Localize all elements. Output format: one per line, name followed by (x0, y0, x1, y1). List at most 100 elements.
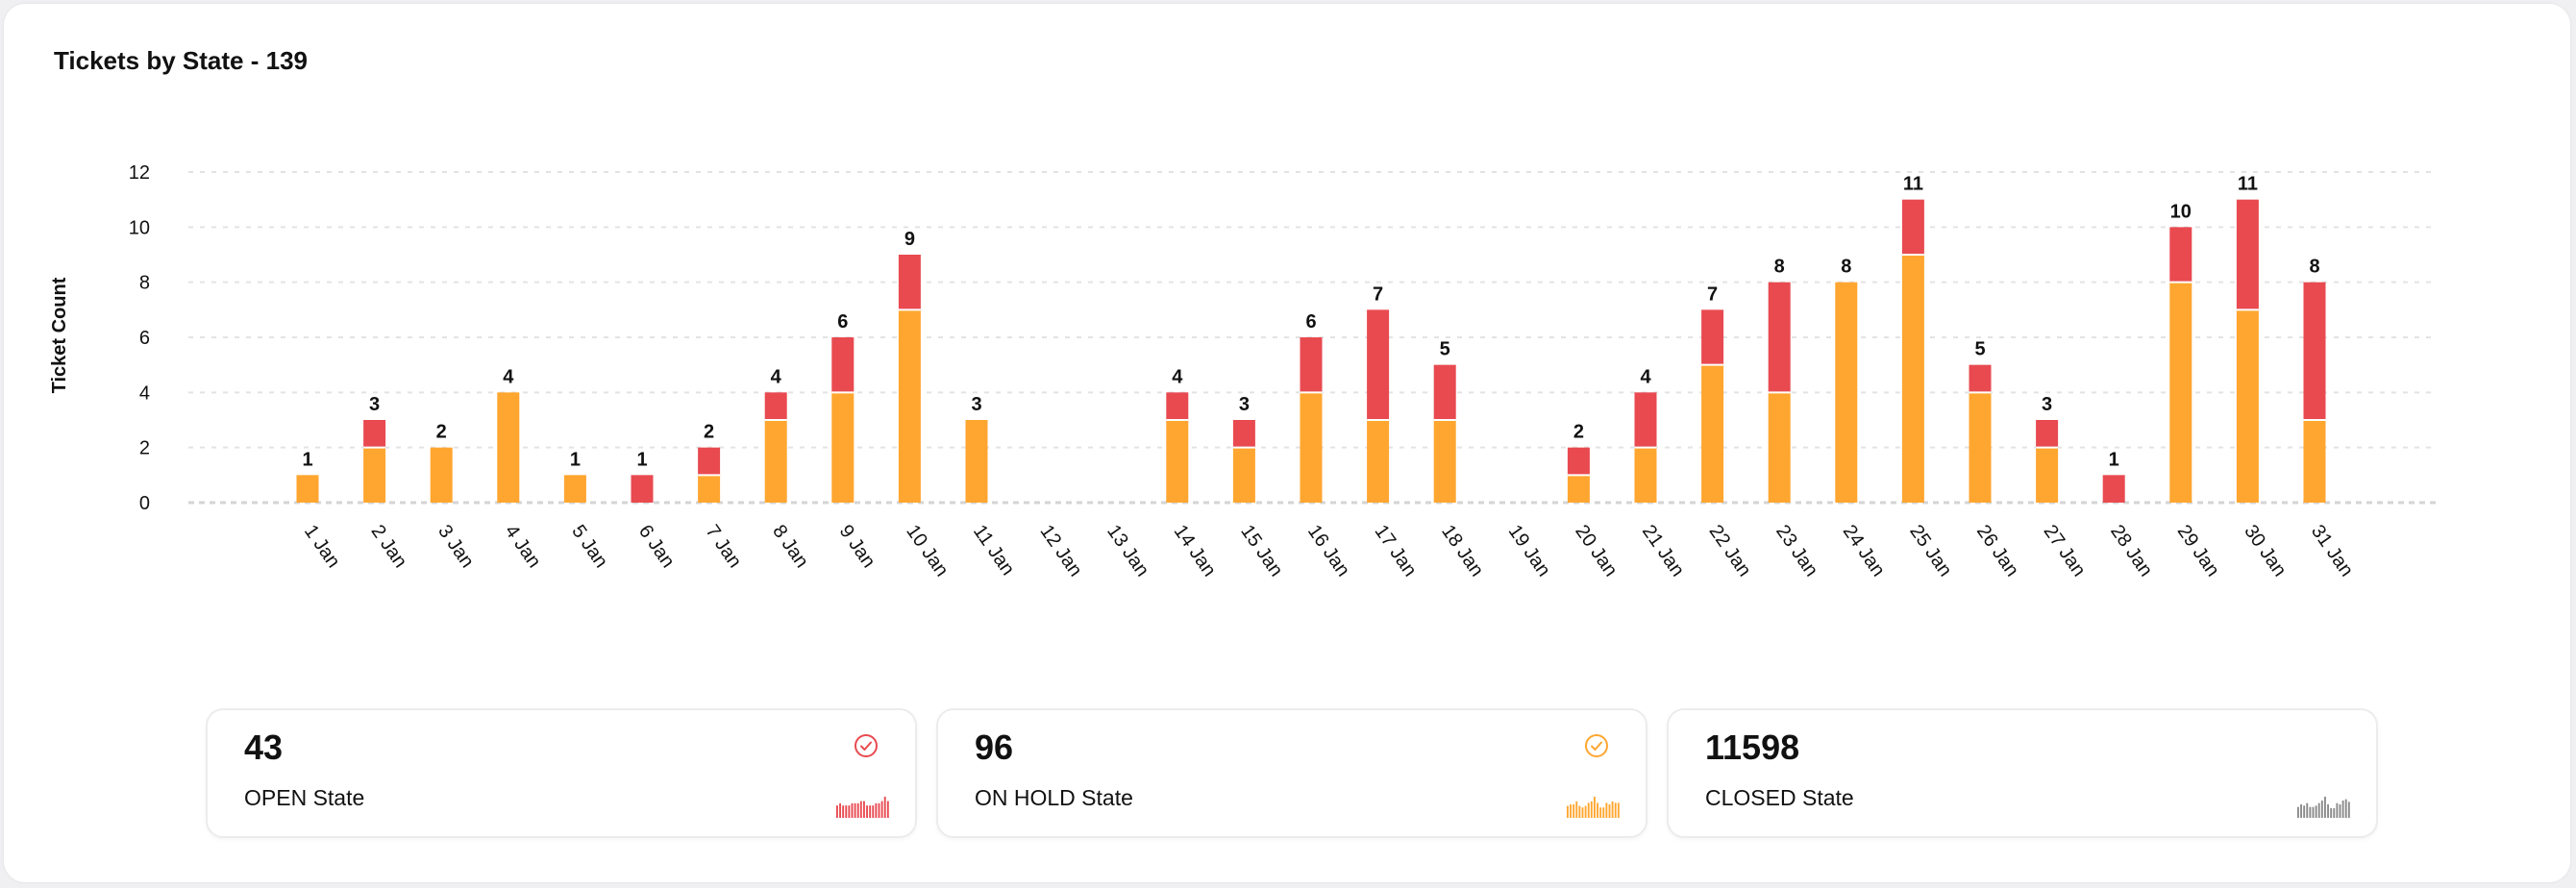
bar-segment-on-hold (1300, 392, 1323, 503)
stat-card-open[interactable]: 43 OPEN State (206, 708, 917, 838)
data-label: 7 (1373, 284, 1383, 305)
sparkline-bar (2327, 804, 2329, 818)
bar-segment-on-hold (1433, 420, 1456, 503)
sparkline-bar (1608, 804, 1611, 818)
sparkline-bar (869, 805, 872, 818)
bar-segment-on-hold (2169, 282, 2192, 503)
bar-segment-open (1166, 392, 1189, 420)
sparkline-bar (2309, 806, 2312, 818)
x-tick-label: 28 Jan (2106, 521, 2156, 580)
bar-segment-open (2303, 282, 2326, 420)
sparkline-bar (878, 802, 880, 818)
bar-segment-on-hold (1367, 420, 1390, 503)
sparkline-bar (1575, 801, 1578, 818)
sparkline-bar (2344, 799, 2347, 818)
x-tick-label: 17 Jan (1371, 521, 1421, 580)
x-tick-label: 3 Jan (433, 521, 478, 572)
x-tick-label: 12 Jan (1036, 521, 1086, 580)
bar-segment-on-hold (1835, 282, 1858, 503)
check-circle-icon (855, 734, 878, 757)
x-tick-label: 22 Jan (1705, 521, 1755, 580)
bar-segment-on-hold (1232, 447, 1255, 503)
bar-segment-open (698, 447, 721, 476)
x-tick-label: 13 Jan (1102, 521, 1152, 580)
x-tick-label: 7 Jan (702, 521, 746, 572)
sparkline-bar (2306, 802, 2309, 818)
bar-segment-open (1768, 282, 1791, 393)
bar-segment-open (898, 255, 921, 310)
bar-segment-on-hold (831, 392, 855, 503)
sparkline-bar (1602, 807, 1605, 818)
x-tick-label: 30 Jan (2240, 521, 2290, 580)
check-circle-icon (1585, 734, 1608, 757)
x-tick-label: 11 Jan (969, 521, 1019, 580)
x-tick-label: 1 Jan (300, 521, 344, 572)
stat-label: ON HOLD State (975, 785, 1133, 810)
data-label: 4 (1172, 366, 1183, 387)
data-label: 8 (1841, 257, 1851, 278)
y-tick-label: 8 (139, 273, 150, 294)
sparkline-bar (839, 802, 841, 818)
stat-card-on-hold[interactable]: 96 ON HOLD State (936, 708, 1647, 838)
sparkline-bar (2347, 802, 2350, 818)
bar-segment-on-hold (1901, 255, 1924, 503)
sparkline-bar (2303, 805, 2306, 818)
x-tick-label: 25 Jan (1905, 521, 1955, 580)
bar-segment-open (1701, 309, 1724, 365)
sparkline-bar (2339, 804, 2341, 818)
bar-segment-on-hold (1969, 392, 1992, 503)
sparkline-bar (872, 805, 875, 818)
x-tick-label: 16 Jan (1303, 521, 1353, 580)
data-label: 8 (2309, 257, 2319, 278)
x-tick-label: 23 Jan (1771, 521, 1821, 580)
data-label: 1 (636, 449, 647, 470)
bar-segment-open (2169, 227, 2192, 283)
sparkline-bar (863, 801, 865, 818)
bar-segment-open (363, 420, 386, 448)
sparkline-bar (1584, 805, 1587, 818)
sparkline-bar (1590, 801, 1593, 818)
sparkline-bar (1570, 804, 1572, 818)
sparkline-bar (2320, 801, 2323, 818)
y-tick-label: 0 (139, 493, 150, 514)
y-tick-label: 12 (129, 162, 150, 184)
data-label: 6 (837, 311, 848, 333)
x-tick-label: 2 Jan (367, 521, 411, 572)
x-tick-label: 9 Jan (835, 521, 879, 572)
sparkline-bar (2312, 806, 2315, 818)
sparkline-bar (851, 802, 854, 818)
sparkline-bar (2341, 801, 2344, 818)
x-tick-label: 10 Jan (902, 521, 952, 580)
data-label: 3 (1239, 394, 1250, 415)
sparkline-bar (836, 805, 838, 818)
bar-segment-open (1969, 364, 1992, 393)
sparkline-bar (875, 802, 878, 818)
stat-card-closed[interactable]: 11598 CLOSED State (1667, 708, 2378, 838)
sparkline-bar (1567, 805, 1569, 818)
bar-segment-on-hold (965, 420, 988, 503)
sparkline-bar (880, 801, 883, 818)
data-label: 11 (1903, 174, 1923, 195)
stats-row: 43 OPEN State 96 ON HOLD State 11598 CLO… (206, 708, 2378, 838)
x-tick-label: 6 Jan (634, 521, 679, 572)
sparkline-bar (2300, 804, 2302, 818)
stat-value: 43 (244, 728, 284, 767)
data-label: 1 (302, 449, 312, 470)
data-label: 1 (2109, 449, 2119, 470)
sparkline-bar (2317, 802, 2320, 818)
sparkline-bar (1594, 797, 1596, 818)
data-label: 9 (904, 229, 915, 250)
sparkline-bar (1581, 807, 1584, 818)
data-label: 6 (1305, 311, 1316, 333)
y-tick-label: 6 (139, 328, 150, 349)
sparkline-bar (1587, 802, 1590, 818)
bar-segment-on-hold (764, 420, 787, 503)
sparkline-bar (1605, 802, 1608, 818)
data-label: 5 (1974, 339, 1985, 360)
bar-segment-on-hold (1567, 475, 1590, 503)
bar-segment-on-hold (363, 447, 386, 503)
bar-segment-open (1300, 337, 1323, 393)
bar-segment-on-hold (2036, 447, 2059, 503)
x-tick-label: 27 Jan (2040, 521, 2090, 580)
